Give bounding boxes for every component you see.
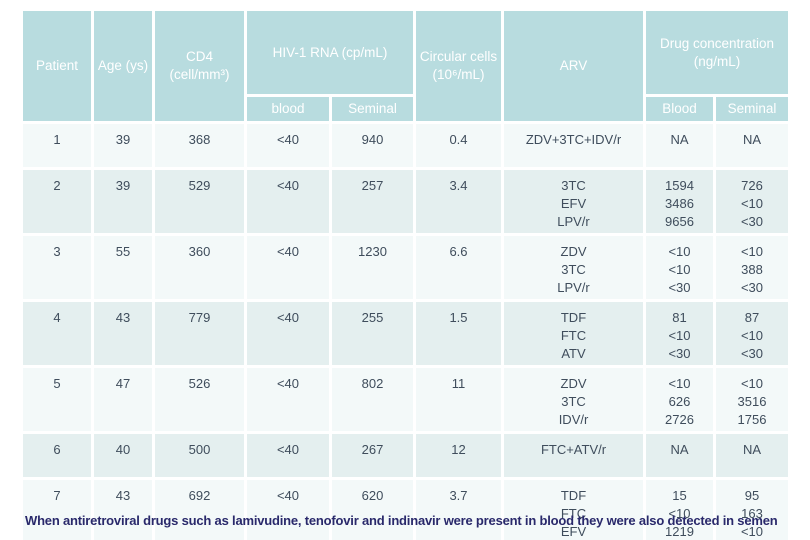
header-row-sub: blood Seminal Blood Seminal: [23, 97, 788, 121]
rna-blood-cell: <40: [247, 368, 329, 431]
drug-blood-cell: 81 <10 <30: [646, 302, 713, 365]
patient-cell: 3: [23, 236, 91, 299]
age-cell: 47: [94, 368, 152, 431]
col-header-drug-blood: Blood: [646, 97, 713, 121]
col-header-cd4: CD4 (cell/mm³): [155, 11, 244, 121]
patient-cell: 1: [23, 124, 91, 167]
cd4-cell: 368: [155, 124, 244, 167]
col-header-drug-seminal: Seminal: [716, 97, 788, 121]
col-header-rna-blood: blood: [247, 97, 329, 121]
arv-cell: TDF FTC ATV: [504, 302, 643, 365]
arv-cell: ZDV+3TC+IDV/r: [504, 124, 643, 167]
circular-cells-cell: 3.7: [416, 480, 501, 540]
arv-cell: ZDV 3TC LPV/r: [504, 236, 643, 299]
col-header-age: Age (ys): [94, 11, 152, 121]
age-cell: 43: [94, 302, 152, 365]
arv-cell: FTC+ATV/r: [504, 434, 643, 477]
age-cell: 39: [94, 170, 152, 233]
cd4-cell: 692: [155, 480, 244, 540]
arv-cell: 3TC EFV LPV/r: [504, 170, 643, 233]
caption: When antiretroviral drugs such as lamivu…: [25, 513, 778, 528]
circular-cells-cell: 11: [416, 368, 501, 431]
col-header-drug-concentration: Drug concentration (ng/mL): [646, 11, 788, 94]
drug-blood-cell: NA: [646, 124, 713, 167]
drug-blood-cell: 1594 3486 9656: [646, 170, 713, 233]
rna-blood-cell: <40: [247, 236, 329, 299]
rna-seminal-cell: 802: [332, 368, 413, 431]
table-row: 2 39 529 <40 257 3.4 3TC EFV LPV/r 1594 3486 96…: [23, 170, 788, 233]
rna-blood-cell: <40: [247, 434, 329, 477]
col-header-patient: Patient: [23, 11, 91, 121]
header-row-main: Patient Age (ys) CD4 (cell/mm³) HIV-1 RN…: [23, 11, 788, 121]
drug-seminal-cell: NA: [716, 434, 788, 477]
rna-blood-cell: <40: [247, 302, 329, 365]
drug-seminal-cell: NA: [716, 124, 788, 167]
rna-blood-cell: <40: [247, 480, 329, 540]
drug-blood-cell: 15 <10 1219: [646, 480, 713, 540]
col-header-rna-seminal: Seminal: [332, 97, 413, 121]
circular-cells-cell: 12: [416, 434, 501, 477]
rna-seminal-cell: 267: [332, 434, 413, 477]
arv-cell: TDF FTC EFV: [504, 480, 643, 540]
patient-cell: 5: [23, 368, 91, 431]
cd4-cell: 779: [155, 302, 244, 365]
drug-seminal-cell: <10 3516 1756: [716, 368, 788, 431]
rna-blood-cell: <40: [247, 124, 329, 167]
rna-blood-cell: <40: [247, 170, 329, 233]
drug-blood-cell: NA: [646, 434, 713, 477]
drug-blood-cell: <10 626 2726: [646, 368, 713, 431]
circular-cells-cell: 1.5: [416, 302, 501, 365]
rna-seminal-cell: 940: [332, 124, 413, 167]
table-row: 4 43 779 <40 255 1.5 TDF FTC ATV 81 <10 <30 87 <…: [23, 302, 788, 365]
col-header-arv: ARV: [504, 11, 643, 121]
drug-seminal-cell: <10 388 <30: [716, 236, 788, 299]
patient-cell: 4: [23, 302, 91, 365]
drug-seminal-cell: 726 <10 <30: [716, 170, 788, 233]
drug-seminal-cell: 95 163 <10: [716, 480, 788, 540]
drug-blood-cell: <10 <10 <30: [646, 236, 713, 299]
circular-cells-cell: 6.6: [416, 236, 501, 299]
table-row: 1 39 368 <40 940 0.4 ZDV+3TC+IDV/r NA NA: [23, 124, 788, 167]
rna-seminal-cell: 255: [332, 302, 413, 365]
cd4-cell: 529: [155, 170, 244, 233]
cd4-cell: 360: [155, 236, 244, 299]
cd4-cell: 500: [155, 434, 244, 477]
col-header-circular-cells: Circular cells (10⁶/mL): [416, 11, 501, 121]
table-row: 6 40 500 <40 267 12 FTC+ATV/r NA NA: [23, 434, 788, 477]
table-row: 3 55 360 <40 1230 6.6 ZDV 3TC LPV/r <10 <10 <30…: [23, 236, 788, 299]
patients-table: Patient Age (ys) CD4 (cell/mm³) HIV-1 RN…: [20, 8, 791, 540]
table-row: 5 47 526 <40 802 11 ZDV 3TC IDV/r <10 626 2726 <…: [23, 368, 788, 431]
circular-cells-cell: 0.4: [416, 124, 501, 167]
drug-seminal-cell: 87 <10 <30: [716, 302, 788, 365]
table-body: 1 39 368 <40 940 0.4 ZDV+3TC+IDV/r NA NA 2 39 529 <4…: [23, 124, 788, 540]
table-row: 7 43 692 <40 620 3.7 TDF FTC EFV 15 <10 1219 95 …: [23, 480, 788, 540]
rna-seminal-cell: 257: [332, 170, 413, 233]
rna-seminal-cell: 1230: [332, 236, 413, 299]
circular-cells-cell: 3.4: [416, 170, 501, 233]
arv-cell: ZDV 3TC IDV/r: [504, 368, 643, 431]
col-header-hiv-rna: HIV-1 RNA (cp/mL): [247, 11, 413, 94]
table-header: Patient Age (ys) CD4 (cell/mm³) HIV-1 RN…: [23, 11, 788, 121]
patient-cell: 7: [23, 480, 91, 540]
age-cell: 55: [94, 236, 152, 299]
cd4-cell: 526: [155, 368, 244, 431]
rna-seminal-cell: 620: [332, 480, 413, 540]
age-cell: 43: [94, 480, 152, 540]
patient-cell: 2: [23, 170, 91, 233]
age-cell: 40: [94, 434, 152, 477]
patient-cell: 6: [23, 434, 91, 477]
age-cell: 39: [94, 124, 152, 167]
